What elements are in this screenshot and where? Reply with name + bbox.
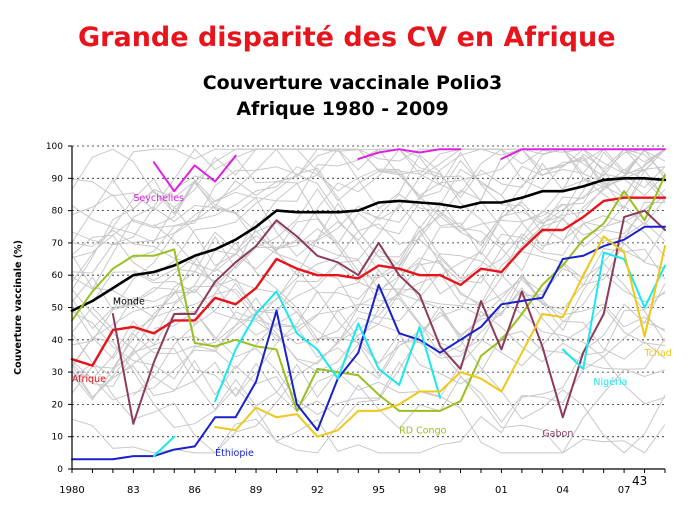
background-country-line <box>71 321 666 430</box>
series-label-monde: Monde <box>113 296 145 307</box>
x-tick-label-83: 83 <box>127 485 140 496</box>
background-country-line <box>71 148 666 342</box>
background-country-line <box>71 148 666 211</box>
background-country-line <box>71 178 666 360</box>
y-tick-label-30: 30 <box>52 368 64 378</box>
y-tick-label-20: 20 <box>52 400 64 410</box>
background-country-line <box>71 188 666 411</box>
background-country-line <box>71 148 665 270</box>
background-country-line <box>71 188 666 399</box>
background-country-line <box>71 166 666 367</box>
series-label-tchad: Tchad <box>644 348 672 359</box>
x-tick-label-98: 98 <box>434 485 447 496</box>
background-country-line <box>133 148 666 259</box>
page-number: 43 <box>632 474 648 488</box>
x-tick-label-04: 04 <box>556 485 569 496</box>
y-tick-label-0: 0 <box>57 465 63 475</box>
y-tick-label-90: 90 <box>52 174 64 184</box>
series-line-seychelles <box>357 148 462 160</box>
y-tick-label-10: 10 <box>52 433 64 443</box>
series-line-seychelles <box>152 154 237 193</box>
background-country-line <box>71 167 666 280</box>
background-country-line <box>71 311 666 454</box>
series-line-nigeria <box>152 435 176 458</box>
highlighted-series <box>70 148 667 461</box>
series-label-nigeria: Nigéria <box>593 377 627 388</box>
background-country-line <box>71 148 666 330</box>
series-line-seychelles <box>500 148 666 160</box>
main-title: Grande disparité des CV en Afrique <box>78 22 616 53</box>
y-tick-label-80: 80 <box>52 207 64 217</box>
background-country-line <box>71 229 666 405</box>
x-tick-label-01: 01 <box>495 485 508 496</box>
series-line-nigeria <box>214 290 442 403</box>
series-label-ethiopie: Éthiopie <box>215 447 254 459</box>
x-tick-label-86: 86 <box>188 485 201 496</box>
x-tick-label-89: 89 <box>250 485 263 496</box>
series-line-rd-congo <box>71 174 666 412</box>
background-country-line <box>132 287 666 398</box>
chart-subtitle-line-1: Couverture vaccinale Polio3 <box>202 72 503 94</box>
background-country-line <box>71 148 666 326</box>
series-label-rd-congo: RD Congo <box>399 425 446 436</box>
y-tick-label-40: 40 <box>52 336 64 346</box>
background-country-line <box>71 198 666 401</box>
background-country-line <box>71 201 666 368</box>
x-tick-label-92: 92 <box>311 485 324 496</box>
background-country-line <box>71 283 666 454</box>
series-line-nigeria <box>561 251 666 370</box>
series-label-gabon: Gabon <box>542 429 573 440</box>
y-tick-label-70: 70 <box>52 239 64 249</box>
chart-subtitle-line-2: Afrique 1980 - 2009 <box>236 98 449 120</box>
background-country-line <box>71 148 666 246</box>
y-tick-label-100: 100 <box>46 142 63 152</box>
background-country-line <box>71 288 666 454</box>
series-line-monde <box>70 177 667 313</box>
x-tick-label-1980: 1980 <box>59 485 84 496</box>
axes: 0 10 20 30 40 50 60 70 80 90 100 1980 83 86 89 92 95 98 01… <box>13 142 666 496</box>
series-line-tchad <box>214 235 666 438</box>
x-tick-label-07: 07 <box>618 485 631 496</box>
series-label-afrique: Afrique <box>72 374 106 385</box>
series-line-gabon <box>111 209 666 425</box>
background-country-line <box>153 148 666 341</box>
y-tick-label-50: 50 <box>52 304 64 314</box>
series-line-ethiopie <box>71 225 666 461</box>
background-country-line <box>71 169 666 401</box>
x-tick-label-95: 95 <box>372 485 385 496</box>
y-axis-label: Couverture vaccinale (%) <box>13 240 24 375</box>
series-label-seychelles: Seychelles <box>133 193 184 204</box>
y-tick-label-60: 60 <box>52 271 64 281</box>
background-country-line <box>71 227 666 334</box>
background-country-line <box>71 248 666 454</box>
background-country-line <box>71 296 666 385</box>
series-labels: Monde Afrique Seychelles RD Congo Gabon Éthio… <box>72 193 672 459</box>
background-country-line <box>91 148 666 345</box>
